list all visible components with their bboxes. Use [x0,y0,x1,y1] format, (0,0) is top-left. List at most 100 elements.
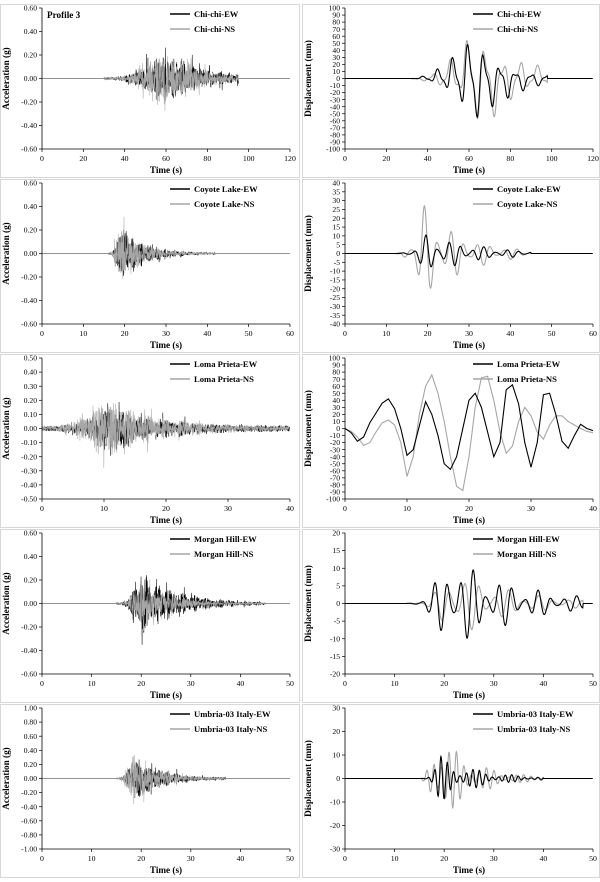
x-tick-label: 50 [548,329,556,338]
x-tick-label: 60 [465,154,473,163]
legend-label: Chi-chi-EW [194,9,239,19]
y-tick-label: -40 [330,452,340,461]
chart-panel-1-acceleration: -0.60 -0.40 -0.20 0.00 0.20 0.40 0.60 0 10 20 30 40… [0,179,300,353]
y-tick-label: 0.20 [24,396,37,405]
y-tick-label: 0.00 [24,424,37,433]
y-tick-label: -15 [330,652,340,661]
x-tick-label: 50 [286,854,294,863]
x-tick-label: 30 [187,679,195,688]
legend-label: Coyote Lake-NS [497,199,558,209]
x-tick-label: 50 [245,329,253,338]
series-line-ew [345,569,593,639]
panel-frame [0,704,300,878]
legend-label: Morgan Hill-NS [194,549,254,559]
x-tick-label: 40 [506,329,514,338]
x-axis-label: Time (s) [150,865,182,875]
legend-label: Morgan Hill-EW [497,534,560,544]
y-axis-label: Acceleration (g) [1,47,11,110]
x-tick-label: 40 [424,154,432,163]
y-tick-label: -20 [330,670,340,679]
y-tick-label: -20 [330,821,340,830]
y-tick-label: 80 [332,368,340,377]
y-tick-label: -60 [330,466,340,475]
chart-panel-2-displacement: -100-90-80-70-60-50-40-30-20-10010203040… [302,354,600,528]
x-tick-label: 80 [506,154,514,163]
x-tick-label: 100 [243,154,255,163]
y-tick-label: 25 [332,205,340,214]
y-tick-label: 0.20 [24,576,37,585]
x-tick-label: 80 [203,154,211,163]
y-tick-label: 5 [336,581,340,590]
series-line-ns [42,56,290,111]
x-tick-label: 20 [440,679,448,688]
chart-panel-0-displacement: -100-90-80-70-60-50-40-30-20-10010203040… [302,4,600,178]
y-tick-label: 15 [332,546,340,555]
x-tick-label: 20 [137,854,145,863]
y-tick-label: -0.20 [21,452,37,461]
panel-label: Profile 3 [47,10,81,20]
panel-frame [302,4,600,178]
y-tick-label: 0 [336,424,340,433]
x-axis-label: Time (s) [150,165,182,175]
y-tick-label: 0.40 [24,552,37,561]
y-tick-label: -50 [330,459,340,468]
series-line-ew [345,43,593,119]
y-tick-label: -25 [330,293,340,302]
x-tick-label: 60 [162,154,170,163]
x-tick-label: 0 [40,154,44,163]
legend-label: Loma Prieta-EW [194,359,258,369]
legend-label: Coyote Lake-EW [497,184,561,194]
x-tick-label: 40 [237,854,245,863]
x-tick-label: 20 [440,854,448,863]
y-tick-label: -10 [330,267,340,276]
chart-panel-4-displacement: -30 -20 -10 0 10 20 30 0 10 20 30 40 50 Time (s) Displ… [302,704,600,878]
y-tick-label: -30 [330,845,340,854]
x-tick-label: 100 [546,154,558,163]
y-tick-label: -0.40 [21,646,37,655]
y-tick-label: -70 [330,123,340,132]
y-tick-label: 20 [332,410,340,419]
x-tick-label: 30 [187,854,195,863]
x-tick-label: 30 [465,329,473,338]
y-tick-label: -1.00 [21,845,37,854]
y-tick-label: 0 [336,249,340,258]
x-axis-label: Time (s) [150,515,182,525]
x-tick-label: 40 [540,854,548,863]
legend-label: Loma Prieta-NS [497,374,557,384]
y-tick-label: 10 [332,751,340,760]
y-tick-label: -30 [330,445,340,454]
y-tick-label: 0.80 [24,718,37,727]
y-tick-label: 80 [332,18,340,27]
y-tick-label: 0.40 [24,202,37,211]
x-tick-label: 20 [465,504,473,513]
y-tick-label: -90 [330,138,340,147]
x-tick-label: 10 [88,679,96,688]
y-tick-label: 0.60 [24,179,37,188]
y-tick-label: 30 [332,403,340,412]
x-tick-label: 0 [40,504,44,513]
y-tick-label: 0.60 [24,529,37,538]
x-tick-label: 10 [382,329,390,338]
y-tick-label: -80 [330,481,340,490]
legend-label: Loma Prieta-NS [194,374,254,384]
legend-label: Coyote Lake-EW [194,184,258,194]
y-tick-label: 50 [332,39,340,48]
y-tick-label: 20 [332,60,340,69]
x-tick-label: 50 [589,679,597,688]
y-tick-label: -10 [330,798,340,807]
x-tick-label: 20 [137,679,145,688]
y-axis-label: Displacement (mm) [303,215,313,292]
x-tick-label: 20 [162,504,170,513]
x-tick-label: 0 [343,154,347,163]
y-tick-label: -0.20 [21,623,37,632]
y-axis-label: Acceleration (g) [1,397,11,460]
y-axis-label: Acceleration (g) [1,222,11,285]
chart-panel-2-acceleration: -0.50 -0.40 -0.30 -0.20 -0.10 0.00 0.10 0.20 0.3… [0,354,300,528]
x-tick-label: 10 [88,854,96,863]
x-tick-label: 50 [286,679,294,688]
x-tick-label: 40 [203,329,211,338]
x-tick-label: 20 [79,154,87,163]
y-tick-label: 50 [332,389,340,398]
series-line-ns [42,403,290,468]
y-tick-label: -40 [330,102,340,111]
